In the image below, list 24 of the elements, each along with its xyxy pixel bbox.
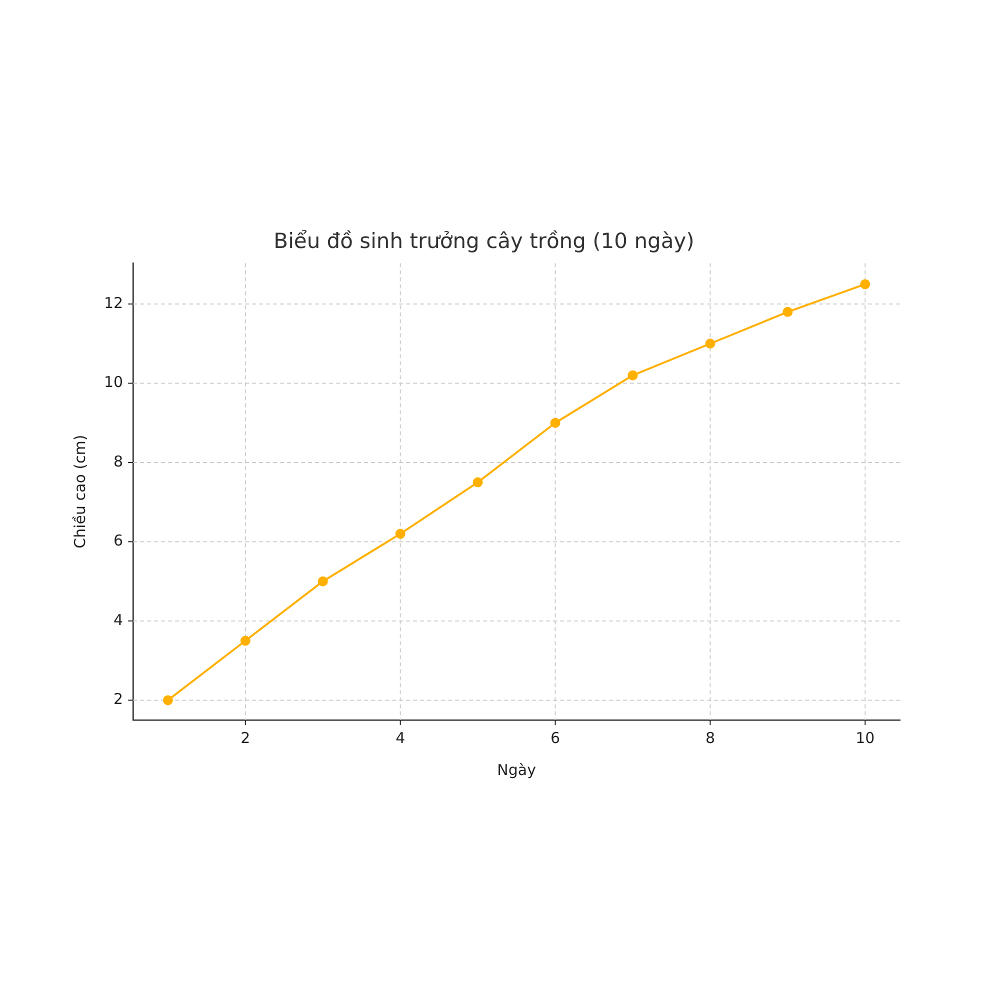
y-axis-title: Chiều cao (cm) [70, 434, 89, 548]
point [628, 370, 638, 380]
y-tick-label: 10 [104, 373, 124, 392]
point [162, 695, 173, 706]
y-tick-label: 8 [114, 452, 124, 470]
point [860, 279, 870, 290]
y-tick-label: 2 [114, 690, 124, 708]
x-tick-label: 4 [396, 728, 406, 747]
chart-title: Biểu đồ sinh trưởng cây trồng (10 ngày) [274, 229, 694, 254]
x-axis-title: Ngày [497, 760, 536, 779]
x-tick-label: 2 [240, 728, 250, 747]
y-tick-label: 12 [104, 294, 124, 312]
point [550, 418, 560, 428]
x-tick-label: 10 [856, 728, 875, 747]
point [472, 477, 483, 488]
x-tick-label: 6 [550, 728, 560, 747]
x-tick-label: 8 [705, 728, 715, 747]
point [240, 636, 250, 646]
point [782, 306, 793, 317]
point [395, 528, 406, 539]
y-tick-label: 4 [114, 610, 124, 629]
point [705, 338, 716, 349]
y-tick-label: 6 [114, 532, 124, 550]
point [318, 576, 328, 586]
